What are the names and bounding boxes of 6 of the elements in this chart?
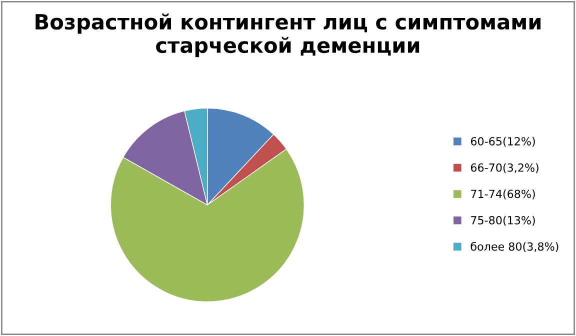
legend-label: 66-70(3,2%) [470,163,538,174]
legend-label: 60-65(12%) [470,136,535,147]
legend-label: более 80(3,8%) [470,242,558,252]
legend-label: 75-80(13%) [471,216,535,226]
legend-label: 71-74(68%) [471,190,535,200]
chart-title: Возрастной контингент лиц с симптомами старческой деменции [36,13,541,58]
